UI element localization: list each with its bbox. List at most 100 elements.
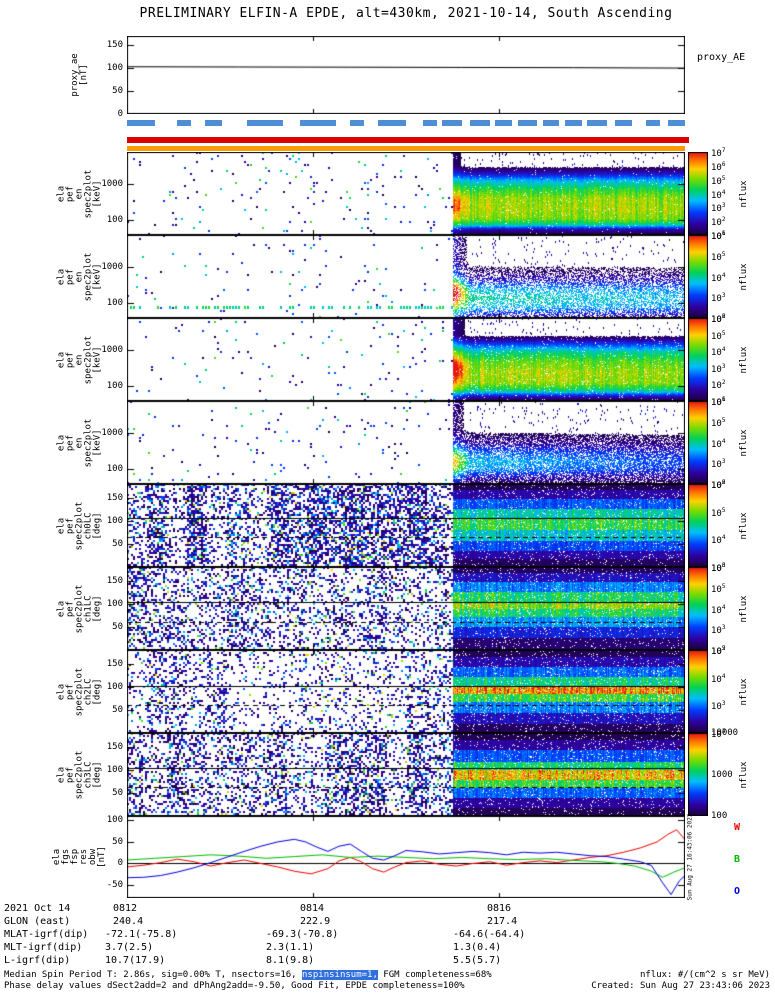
- colorbar-en0: [688, 152, 708, 235]
- xaxis-value: 1.3(0.4): [453, 942, 502, 953]
- colorbar-ch0: [688, 484, 708, 567]
- colorbar-tick-label: 103: [711, 362, 726, 375]
- footer-left: Median Spin Period T: 2.86s, sig=0.00% T…: [4, 970, 492, 992]
- ytick-label: 150: [106, 40, 123, 51]
- spectrogram-en3: [127, 401, 685, 484]
- colorbar-tick-label: 106: [711, 396, 726, 408]
- colorbar-tick-label: 100: [711, 811, 728, 821]
- ytick-label: 100: [106, 515, 123, 526]
- ytick-label: 0: [117, 109, 123, 119]
- colorbar-ch1: [688, 567, 708, 650]
- ylabel-line: [keV]: [92, 345, 103, 374]
- availability-bar: [127, 120, 685, 126]
- ytick-label: 1000: [101, 427, 123, 438]
- plot-title: PRELIMINARY ELFIN-A EPDE, alt=430km, 202…: [139, 6, 673, 21]
- colorbar-tick-label: 103: [711, 700, 726, 713]
- ylabel-line: [keV]: [92, 262, 103, 291]
- ylabel-line: [deg]: [92, 760, 103, 789]
- xaxis-value: 2.3(1.1): [266, 942, 315, 953]
- colorbar-tick-label: 102: [711, 645, 726, 657]
- ytick-label: 100: [106, 815, 123, 826]
- colorbar-tick-label: 106: [711, 479, 726, 491]
- colorbar-tick-label: 104: [711, 188, 726, 201]
- colorbar-en1: [688, 235, 708, 318]
- ytick-label: 50: [112, 704, 123, 715]
- colorbar-tick-label: 106: [711, 230, 726, 242]
- ytick-label: 100: [106, 63, 123, 74]
- ytick-label: 150: [106, 742, 123, 753]
- availability-segment: [645, 120, 660, 126]
- ylabel-ch1: ela pef spec2plot ch1LC [deg]: [57, 584, 103, 633]
- xaxis-row-label: MLT-igrf(dip): [4, 942, 83, 953]
- xaxis-value: 0812: [113, 903, 138, 914]
- colorbar-tick-label: 104: [711, 437, 726, 450]
- availability-segment: [299, 120, 337, 126]
- colorbar-tick-label: 105: [711, 582, 726, 595]
- ytick-label: 1000: [101, 178, 123, 189]
- ylabel-en0: ela pef en spec2plot [keV]: [57, 169, 103, 218]
- spectrogram-en2: [127, 318, 685, 401]
- ylabel-ch2: ela pef spec2plot ch2LC [deg]: [57, 667, 103, 716]
- colorbar-title: nflux: [739, 511, 749, 540]
- availability-segment: [470, 120, 490, 126]
- ytick-label: 100: [106, 681, 123, 692]
- availability-segment: [246, 120, 284, 126]
- availability-segment: [517, 120, 538, 126]
- availability-segment: [350, 120, 365, 126]
- availability-segment: [565, 120, 582, 126]
- footer-nflux-units: nflux: #/(cm^2 s sr MeV): [639, 970, 770, 980]
- colorbar-ch3: [688, 733, 708, 816]
- fgm-line-chart: [127, 816, 685, 898]
- colorbar-tick-label: 106: [711, 562, 726, 574]
- colorbar-tick-label: 106: [711, 313, 726, 325]
- availability-segment: [378, 120, 406, 126]
- footer-line1: Median Spin Period T: 2.86s, sig=0.00% T…: [4, 970, 492, 981]
- ytick-label: 1000: [101, 261, 123, 272]
- availability-segment: [442, 120, 462, 126]
- ylabel-line: [keV]: [92, 179, 103, 208]
- footer-line2: Phase delay values dSect2add=2 and dPhAn…: [4, 981, 465, 991]
- xaxis-value: 8.1(9.8): [266, 955, 315, 966]
- colorbar-tick-label: 103: [711, 624, 726, 637]
- colorbar-tick-label: 101: [711, 230, 726, 242]
- colorbar-tick-label: 1000: [711, 769, 733, 780]
- colorbar-en3: [688, 401, 708, 484]
- proxy-ae-line-chart: [127, 36, 685, 114]
- xaxis-row-label: MLAT-igrf(dip): [4, 929, 89, 940]
- spectrogram-ch2: [127, 650, 685, 733]
- colorbar-tick-label: 105: [711, 506, 726, 519]
- colorbar-tick-label: 10000: [711, 728, 739, 738]
- ytick-label: 100: [106, 298, 123, 309]
- ylabel-line: [keV]: [92, 428, 103, 457]
- ytick-label: 1000: [101, 344, 123, 355]
- proxy-right-label: proxy_AE: [697, 52, 746, 63]
- colorbar-tick-label: 102: [711, 479, 726, 491]
- ylabel-line: [deg]: [92, 511, 103, 540]
- colorbar-tick-label: 102: [711, 216, 726, 229]
- colorbar-tick-label: 107: [711, 147, 726, 159]
- xaxis-value: 5.5(5.7): [453, 955, 502, 966]
- ytick-label: 100: [106, 381, 123, 392]
- availability-segment: [495, 120, 512, 126]
- ylabel-proxy: proxy_ae [nT]: [70, 53, 89, 96]
- xaxis-value: 10.7(17.9): [105, 955, 166, 966]
- colorbar-tick-label: 104: [711, 603, 726, 616]
- availability-segment: [205, 120, 222, 126]
- xaxis-value: 0814: [300, 903, 325, 914]
- ytick-label: 50: [112, 538, 123, 549]
- availability-segment: [542, 120, 560, 126]
- availability-segment: [177, 120, 192, 126]
- ylabel-line: [nT]: [97, 846, 107, 868]
- xaxis-row-label: GLON (east): [4, 916, 71, 927]
- colorbar-tick-label: 103: [711, 202, 726, 215]
- colorbar-title: nflux: [739, 760, 749, 789]
- status-bar-red: [127, 137, 689, 143]
- colorbar-tick-label: 102: [711, 379, 726, 392]
- spectrogram-ch1: [127, 567, 685, 650]
- ytick-label: 0: [117, 858, 123, 869]
- ytick-label: 50: [112, 836, 123, 847]
- colorbar-title: nflux: [739, 677, 749, 706]
- status-bar-orange: [127, 146, 685, 151]
- ytick-label: 50: [112, 621, 123, 632]
- colorbar-tick-label: 104: [711, 271, 726, 284]
